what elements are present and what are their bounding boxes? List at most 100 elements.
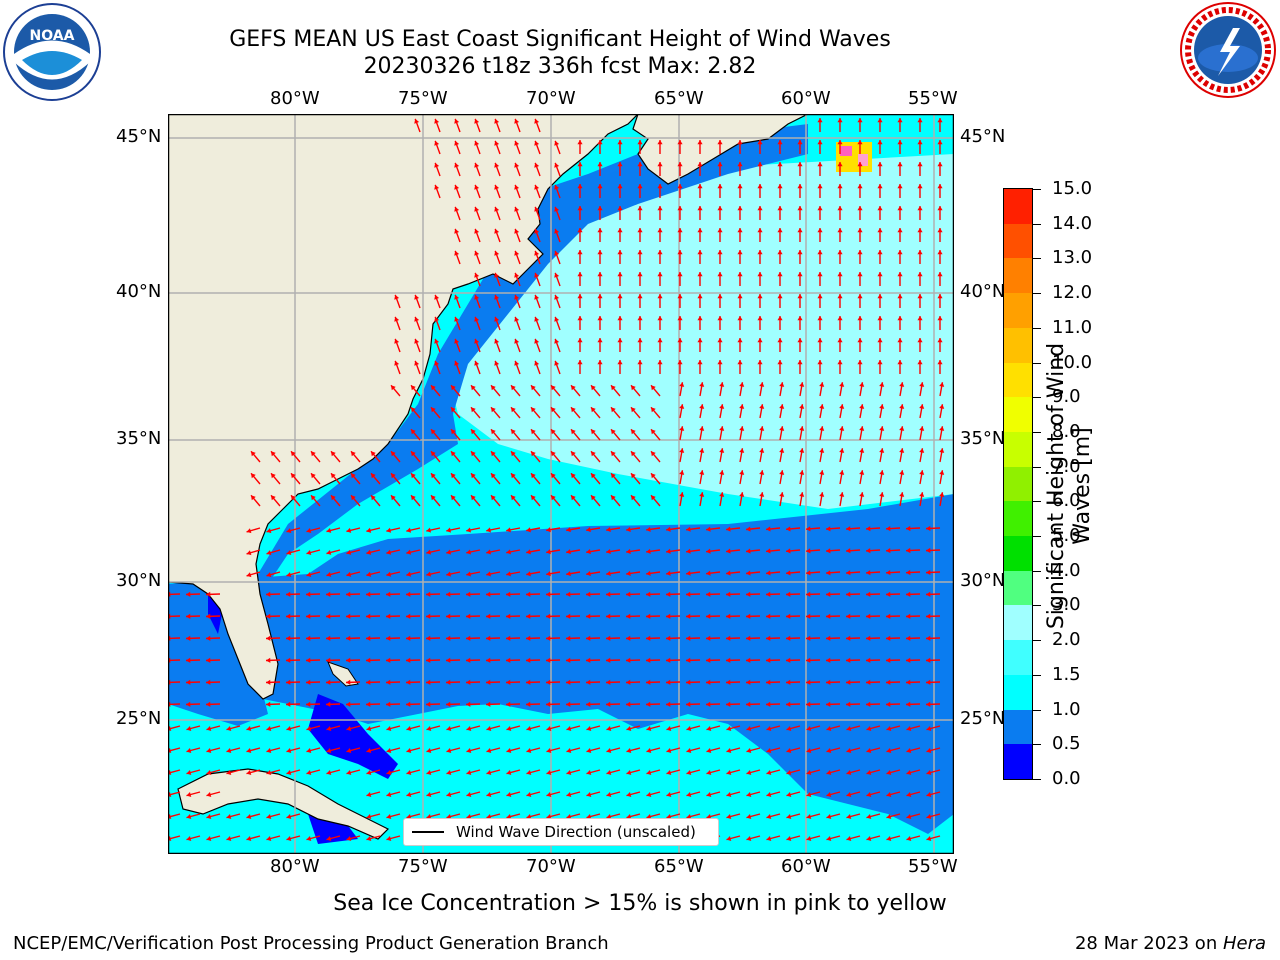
wind-arrow-head — [637, 338, 643, 343]
wind-arrow-head — [686, 792, 692, 798]
wind-arrow-head — [857, 316, 863, 321]
wind-arrow-head — [266, 572, 272, 578]
wind-arrow-head — [719, 426, 725, 431]
wind-arrow-head — [777, 206, 783, 211]
wind-arrow-head — [746, 548, 751, 554]
wind-arrow-head — [839, 492, 845, 497]
colorbar-segment — [1004, 396, 1032, 432]
wind-arrow-head — [806, 635, 811, 641]
wind-arrow-head — [837, 206, 843, 211]
wind-arrow-head — [471, 385, 476, 391]
wind-arrow-head — [566, 814, 572, 820]
wind-arrow-head — [777, 184, 783, 189]
wind-arrow-head — [919, 448, 925, 453]
wind-arrow-head — [846, 748, 852, 754]
wind-arrow-head — [817, 338, 823, 343]
colorbar — [1003, 188, 1033, 780]
wind-arrow-head — [939, 382, 945, 387]
wind-arrow-head — [717, 162, 723, 167]
wind-arrow-head — [819, 470, 825, 475]
wind-arrow-head — [839, 382, 845, 387]
wind-arrow-head — [346, 701, 351, 707]
wind-arrow-head — [526, 657, 531, 663]
wind-arrow-head — [577, 338, 583, 343]
wind-arrow-head — [474, 228, 480, 234]
wind-arrow-head — [577, 206, 583, 211]
wind-arrow-head — [939, 448, 945, 453]
wind-arrow-head — [739, 404, 745, 409]
wind-arrow-head — [591, 407, 596, 413]
wind-arrow-head — [826, 770, 832, 776]
wind-arrow-head — [526, 527, 531, 533]
colorbar-segment — [1004, 431, 1032, 467]
wind-arrow-head — [606, 792, 612, 798]
wind-arrow-head — [566, 701, 571, 707]
wind-arrow-head — [474, 250, 480, 256]
wind-arrow-head — [286, 679, 291, 685]
wind-arrow-head — [939, 492, 945, 497]
wind-arrow-head — [474, 118, 480, 124]
wind-arrow-head — [346, 726, 352, 732]
wind-arrow-head — [386, 726, 392, 732]
wind-arrow-head — [746, 635, 751, 641]
wind-arrow-head — [546, 792, 552, 798]
ocean-very-low-area — [308, 694, 398, 779]
wind-arrow-head — [766, 792, 772, 798]
wind-arrow-head — [246, 748, 252, 754]
wind-arrow-head — [534, 250, 540, 256]
wind-arrow-head — [866, 570, 871, 576]
wind-arrow-head — [491, 473, 496, 479]
colorbar-tick-label: 6.0 — [1052, 490, 1081, 512]
wind-arrow-head — [759, 448, 765, 453]
wind-arrow-head — [906, 748, 912, 754]
colorbar-tick-mark — [1033, 709, 1041, 711]
wind-arrow-head — [806, 814, 812, 820]
colorbar-tick-mark — [1033, 779, 1041, 780]
wind-arrow-head — [757, 140, 763, 145]
wind-arrow-head — [506, 726, 512, 732]
wind-arrow-head — [926, 657, 931, 663]
wind-arrow-head — [446, 527, 452, 533]
wind-arrow-head — [686, 635, 691, 641]
wind-arrow-head — [817, 228, 823, 233]
wind-arrow-head — [566, 527, 571, 533]
wind-arrow-head — [597, 206, 603, 211]
wind-arrow-head — [431, 429, 436, 435]
wind-arrow-head — [906, 635, 911, 641]
wind-arrow-head — [186, 770, 192, 776]
wind-arrow-head — [719, 404, 725, 409]
wind-arrow-head — [366, 527, 372, 533]
wind-arrow-head — [426, 701, 431, 707]
wind-arrow-head — [566, 657, 571, 663]
wind-arrow-head — [434, 140, 440, 146]
wind-arrow-head — [797, 162, 803, 167]
wind-arrow-head — [757, 360, 763, 365]
wind-arrow-head — [766, 770, 772, 776]
wind-arrow-head — [719, 382, 725, 387]
wind-arrow-head — [726, 526, 731, 532]
wind-arrow-head — [786, 635, 791, 641]
wind-arrow-head — [266, 726, 272, 732]
wind-arrow-head — [531, 407, 536, 413]
wind-arrow-head — [326, 748, 332, 754]
wind-arrow-head — [326, 613, 331, 619]
wind-arrow-head — [897, 272, 903, 277]
wind-arrow-head — [486, 726, 492, 732]
wind-arrow-head — [859, 492, 865, 497]
wind-arrow-head — [866, 792, 872, 798]
wind-arrow-head — [386, 657, 391, 663]
wind-arrow-head — [766, 526, 771, 532]
wind-arrow-head — [206, 836, 212, 842]
colorbar-tick-mark — [1033, 501, 1041, 503]
wind-arrow-head — [726, 613, 731, 619]
wind-arrow-head — [391, 495, 396, 501]
colorbar-tick-mark — [1033, 293, 1041, 295]
wind-arrow-head — [786, 792, 792, 798]
wind-arrow-head — [526, 613, 531, 619]
wind-arrow-head — [799, 426, 805, 431]
wind-arrow-head — [391, 473, 396, 479]
wind-arrow-head — [466, 613, 471, 619]
wind-arrow-head — [819, 492, 825, 497]
wind-arrow-head — [937, 360, 943, 365]
lon-label: 65°W — [654, 856, 704, 877]
